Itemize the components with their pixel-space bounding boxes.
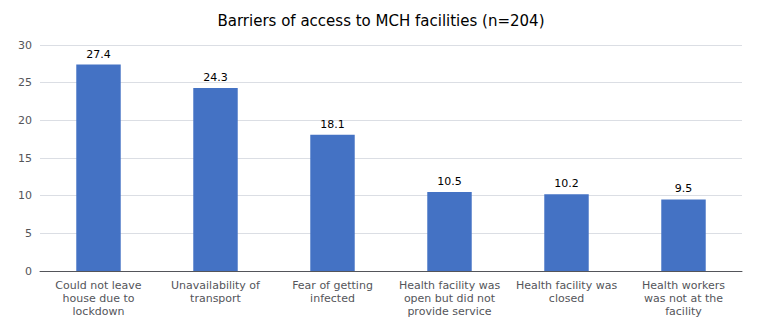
svg-text:Health workers: Health workers <box>642 279 725 292</box>
svg-text:Health facility was: Health facility was <box>399 279 501 292</box>
svg-text:30: 30 <box>18 39 32 52</box>
svg-text:closed: closed <box>549 292 584 305</box>
svg-text:10.2: 10.2 <box>554 177 579 190</box>
svg-text:10: 10 <box>18 189 32 202</box>
svg-text:infected: infected <box>310 292 355 305</box>
svg-text:house due to: house due to <box>63 292 135 305</box>
svg-text:27.4: 27.4 <box>86 48 111 61</box>
svg-text:transport: transport <box>190 292 242 305</box>
svg-text:15: 15 <box>18 152 32 165</box>
svg-text:5: 5 <box>25 227 32 240</box>
svg-text:Unavailability of: Unavailability of <box>171 279 261 292</box>
svg-text:24.3: 24.3 <box>203 71 228 84</box>
svg-text:provide service: provide service <box>407 305 491 318</box>
svg-text:facility: facility <box>665 305 702 318</box>
svg-text:0: 0 <box>25 265 32 278</box>
svg-text:18.1: 18.1 <box>320 118 345 131</box>
svg-text:Health facility was: Health facility was <box>516 279 618 292</box>
svg-text:10.5: 10.5 <box>437 175 462 188</box>
svg-text:was not at the: was not at the <box>644 292 723 305</box>
svg-text:Barriers of access to MCH faci: Barriers of access to MCH facilities (n=… <box>217 12 544 30</box>
svg-text:lockdown: lockdown <box>73 305 125 318</box>
svg-text:Fear of getting: Fear of getting <box>292 279 373 292</box>
svg-text:9.5: 9.5 <box>675 182 693 195</box>
svg-text:Could not leave: Could not leave <box>55 279 142 292</box>
svg-text:20: 20 <box>18 114 32 127</box>
svg-text:open but did not: open but did not <box>404 292 496 305</box>
svg-text:25: 25 <box>18 76 32 89</box>
